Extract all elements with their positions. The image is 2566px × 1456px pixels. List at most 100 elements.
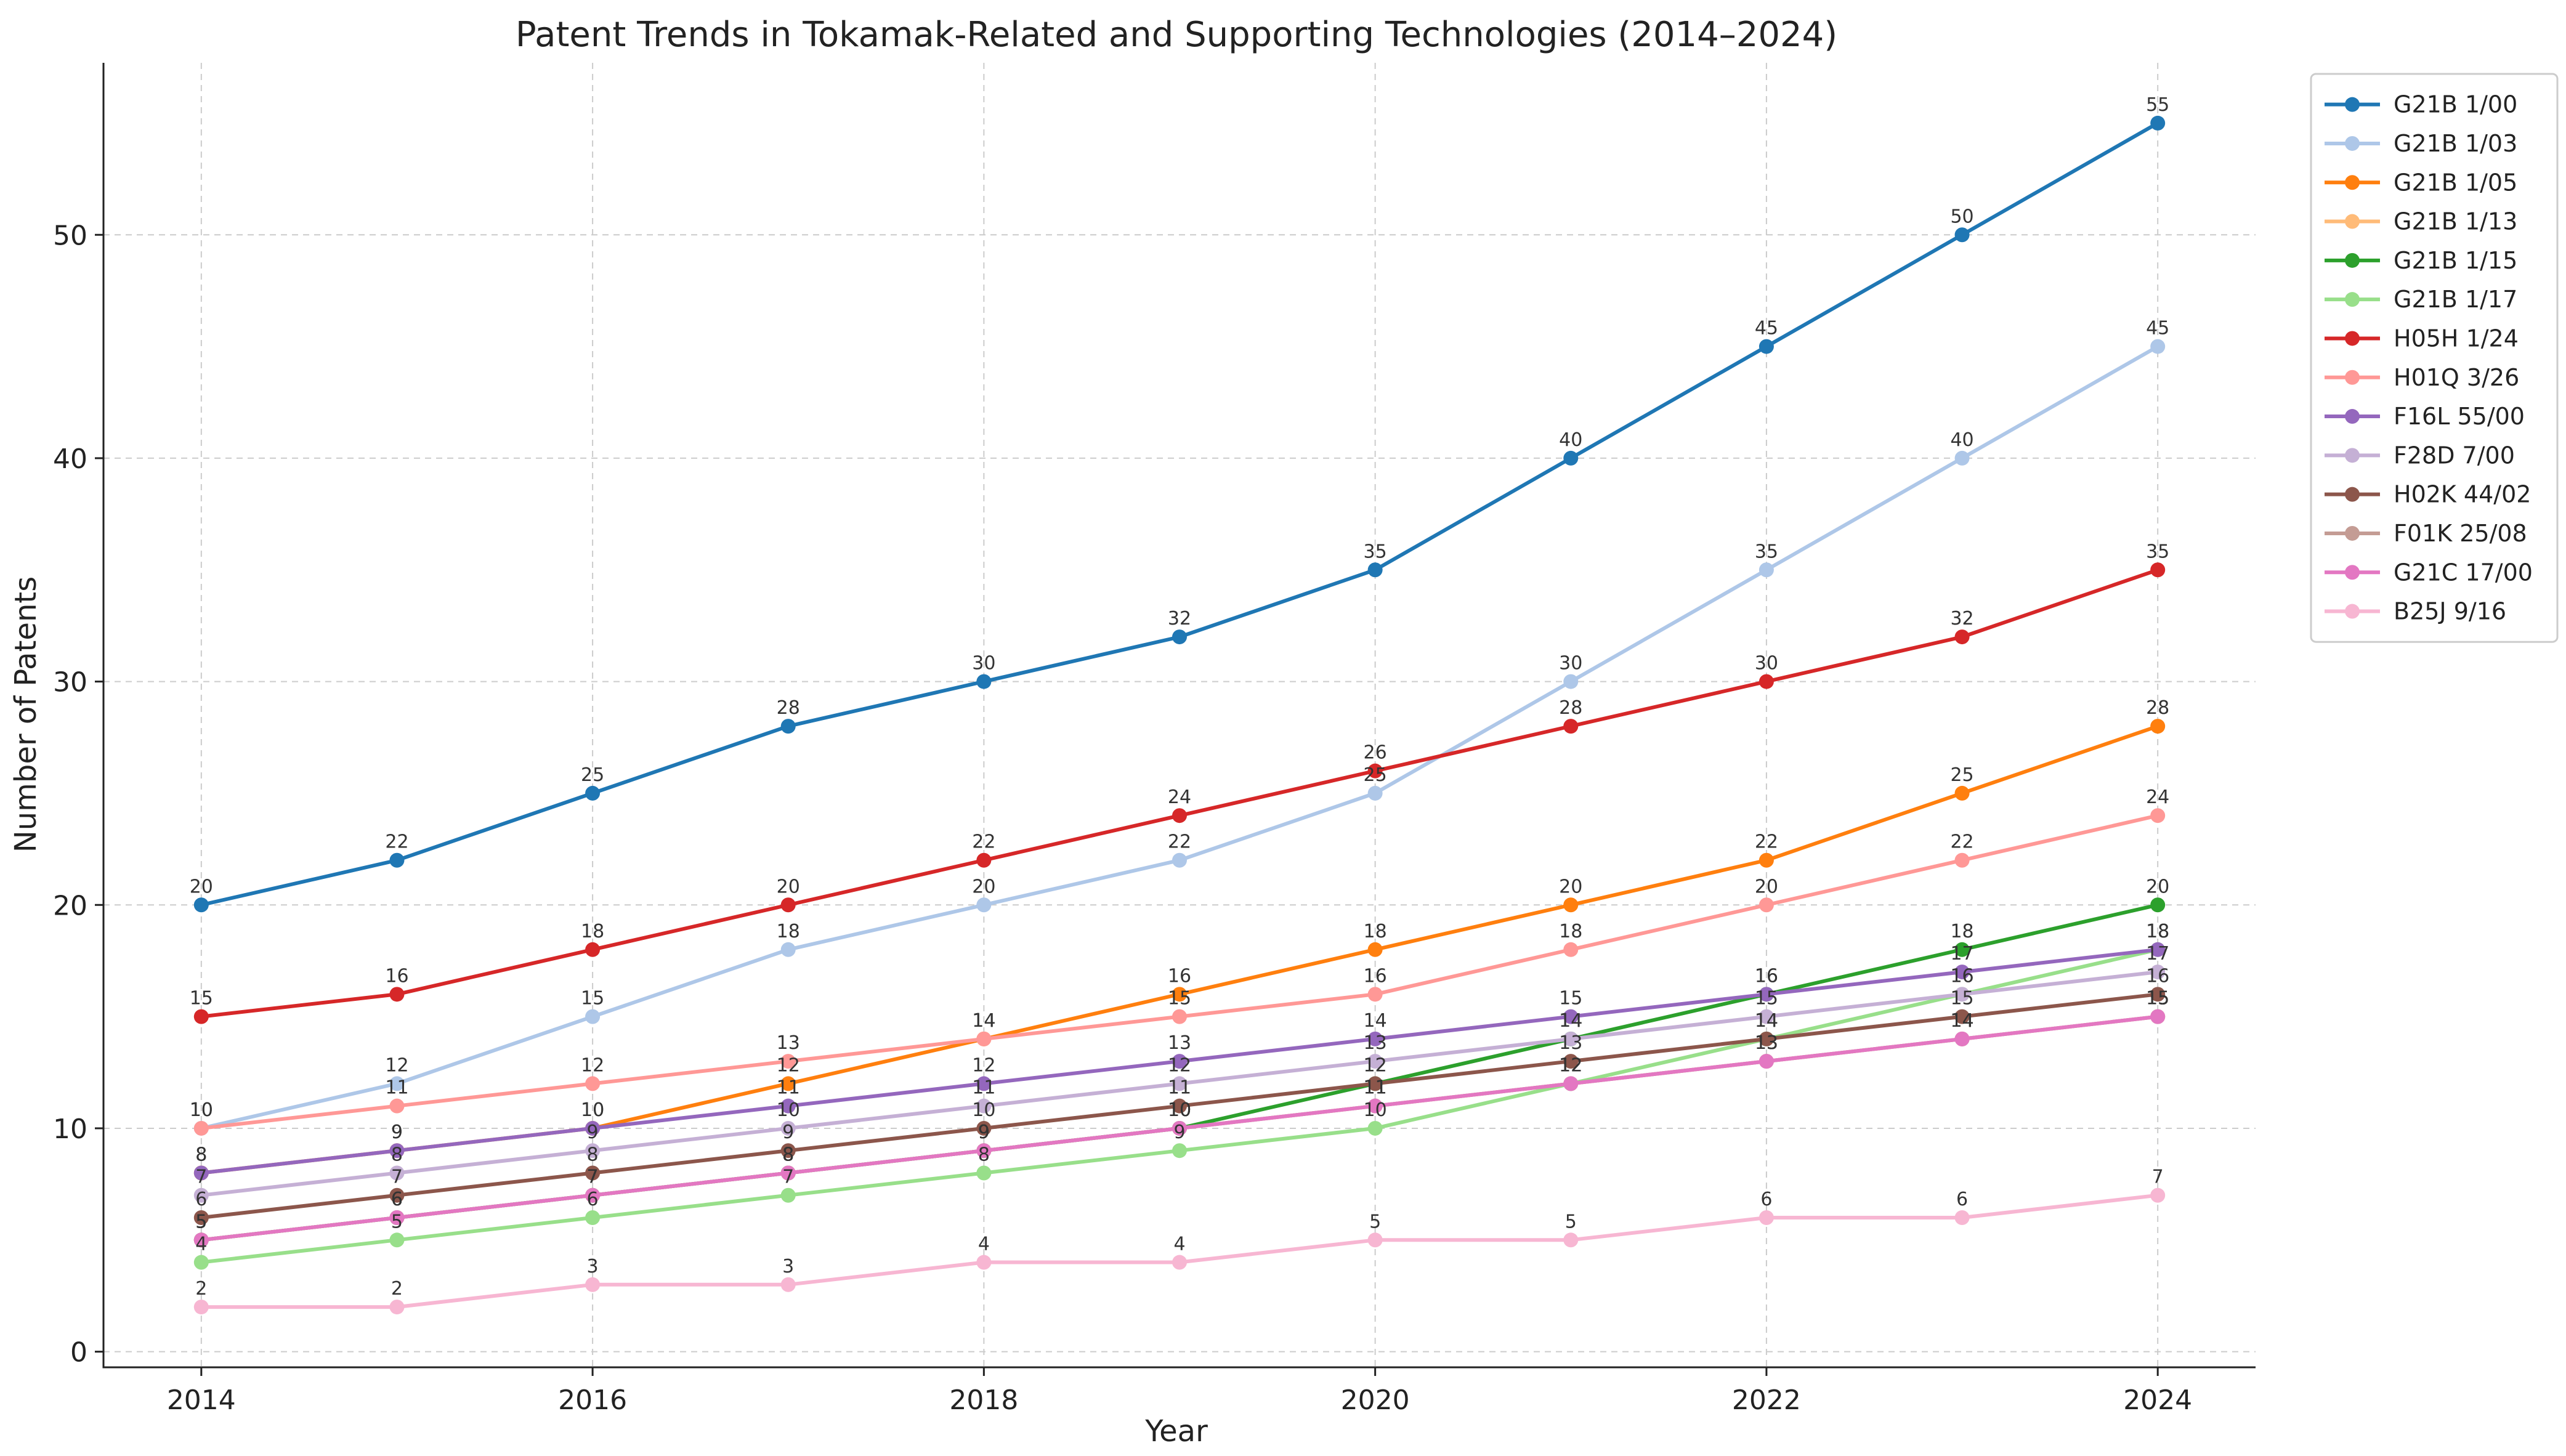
data-label-h01q-3-26-2016: 12 [581,1054,604,1076]
data-label-h01q-3-26-2021: 18 [1559,921,1582,942]
data-point-h05h-1-24-2018 [976,852,992,868]
data-label-g21b-1-05-2016: 10 [581,1099,604,1121]
y-axis-label: Number of Patents [9,576,43,852]
data-point-h01q-3-26-2014 [193,1120,209,1136]
legend-label-g21b-1-15: G21B 1/15 [2394,247,2517,274]
data-point-f28d-7-00-2022 [1759,1009,1774,1024]
data-label-g21b-1-00-2018: 30 [972,653,995,674]
data-label-g21b-1-15-2019: 10 [1168,1099,1191,1121]
data-point-h05h-1-24-2022 [1759,674,1774,689]
data-point-g21b-1-05-2022 [1759,852,1774,868]
data-point-b25j-9-16-2017 [780,1277,796,1292]
data-label-g21c-17-00-2014: 5 [195,1211,207,1232]
data-label-f16l-55-00-2015: 9 [391,1122,403,1143]
data-label-b25j-9-16-2023: 6 [1956,1189,1968,1210]
x-tick-label-2020: 2020 [1341,1385,1410,1416]
data-label-g21b-1-00-2019: 32 [1168,608,1191,629]
data-label-h02k-44-02-2021: 13 [1559,1032,1582,1054]
legend-swatch-marker-g21b-1-05 [2345,175,2360,190]
data-label-g21c-17-00-2020: 11 [1364,1077,1387,1099]
data-point-f28d-7-00-2014 [193,1187,209,1203]
data-label-b25j-9-16-2014: 2 [195,1278,207,1300]
data-label-f01k-25-08-2018: 9 [978,1122,990,1143]
data-label-b25j-9-16-2015: 2 [391,1278,403,1300]
data-label-g21c-17-00-2016: 7 [587,1167,599,1188]
data-point-h01q-3-26-2021 [1563,942,1579,957]
data-point-g21c-17-00-2019 [1172,1120,1187,1136]
data-label-f16l-55-00-2020: 14 [1364,1010,1387,1032]
data-label-f01k-25-08-2024: 15 [2146,988,2169,1009]
data-point-f16l-55-00-2014 [193,1165,209,1181]
data-label-f01k-25-08-2019: 10 [1168,1099,1191,1121]
x-tick-label-2018: 2018 [949,1385,1018,1416]
data-label-h05h-1-24-2018: 22 [972,831,995,853]
chart-title: Patent Trends in Tokamak-Related and Sup… [516,15,1837,55]
data-point-b25j-9-16-2016 [585,1277,601,1292]
data-point-h02k-44-02-2018 [976,1120,992,1136]
data-label-h02k-44-02-2017: 9 [782,1122,794,1143]
series-lines [193,115,2166,1315]
data-label-f16l-55-00-2018: 12 [972,1054,995,1076]
data-label-g21b-1-17-2024: 18 [2146,921,2169,942]
legend-label-g21b-1-00: G21B 1/00 [2394,91,2517,118]
data-label-h05h-1-24-2016: 18 [581,921,604,942]
y-tick-label-10: 10 [53,1114,87,1145]
data-point-g21b-1-03-2019 [1172,852,1187,868]
data-label-b25j-9-16-2018: 4 [978,1234,990,1255]
legend-swatch-marker-f28d-7-00 [2345,448,2360,463]
x-axis-label: Year [1144,1414,1208,1449]
data-point-b25j-9-16-2020 [1367,1232,1383,1248]
data-label-g21b-1-03-2024: 45 [2146,318,2169,339]
data-label-g21b-1-00-2015: 22 [385,831,408,853]
data-label-f28d-7-00-2014: 7 [195,1167,207,1188]
data-point-b25j-9-16-2014 [193,1300,209,1315]
data-label-f16l-55-00-2023: 17 [1950,943,1973,965]
data-label-g21b-1-15-2021: 14 [1559,1010,1582,1032]
data-point-g21b-1-00-2014 [193,897,209,913]
data-point-f16l-55-00-2017 [780,1098,796,1114]
legend-box [2310,73,2559,643]
data-point-g21b-1-17-2014 [193,1255,209,1270]
legend-swatch-marker-g21b-1-03 [2345,135,2360,151]
data-label-h01q-3-26-2019: 15 [1168,988,1191,1009]
data-label-g21b-1-17-2018: 8 [978,1144,990,1165]
data-point-h02k-44-02-2019 [1172,1098,1187,1114]
data-label-g21b-1-17-2017: 7 [782,1167,794,1188]
data-label-f28d-7-00-2019: 12 [1168,1054,1191,1076]
data-point-f28d-7-00-2017 [780,1120,796,1136]
data-label-f01k-25-08-2017: 8 [782,1144,794,1165]
data-point-f16l-55-00-2019 [1172,1054,1187,1069]
data-label-f01k-25-08-2020: 11 [1364,1077,1387,1099]
data-label-g21b-1-05-2015: 9 [391,1122,403,1143]
data-point-f28d-7-00-2019 [1172,1076,1187,1091]
data-label-h02k-44-02-2019: 11 [1168,1077,1191,1099]
y-tick-label-50: 50 [53,220,87,251]
data-point-g21c-17-00-2018 [976,1143,992,1159]
data-point-g21b-1-03-2020 [1367,785,1383,801]
data-point-g21c-17-00-2014 [193,1232,209,1248]
legend-swatch-marker-g21b-1-17 [2345,292,2360,307]
data-point-g21b-1-15-2024 [2150,897,2166,913]
data-label-f16l-55-00-2017: 11 [777,1077,800,1099]
data-label-g21b-1-13-2020: 11 [1364,1077,1387,1099]
data-label-g21b-1-05-2017: 12 [777,1054,800,1076]
data-point-g21b-1-17-2020 [1367,1120,1383,1136]
data-point-g21b-1-05-2017 [780,1076,796,1091]
data-point-h02k-44-02-2023 [1954,1009,1970,1024]
data-label-g21b-1-17-2023: 16 [1950,965,1973,987]
legend-swatch-marker-b25j-9-16 [2345,604,2360,619]
legend: G21B 1/00 G21B 1/03 G21B 1/05 G21B 1/13 G21B… [2310,73,2559,643]
data-label-h02k-44-02-2016: 8 [587,1144,599,1165]
data-label-h05h-1-24-2017: 20 [777,876,800,897]
y-tick-label-30: 30 [53,667,87,698]
data-label-g21b-1-13-2019: 10 [1168,1099,1191,1121]
data-label-g21c-17-00-2021: 12 [1559,1054,1582,1076]
data-point-h02k-44-02-2015 [389,1187,405,1203]
data-label-b25j-9-16-2017: 3 [782,1256,794,1277]
grid [103,63,2256,1367]
data-point-f28d-7-00-2020 [1367,1054,1383,1069]
data-label-f28d-7-00-2018: 11 [972,1077,995,1099]
data-point-g21b-1-00-2021 [1563,450,1579,466]
data-label-g21c-17-00-2022: 13 [1755,1032,1778,1054]
